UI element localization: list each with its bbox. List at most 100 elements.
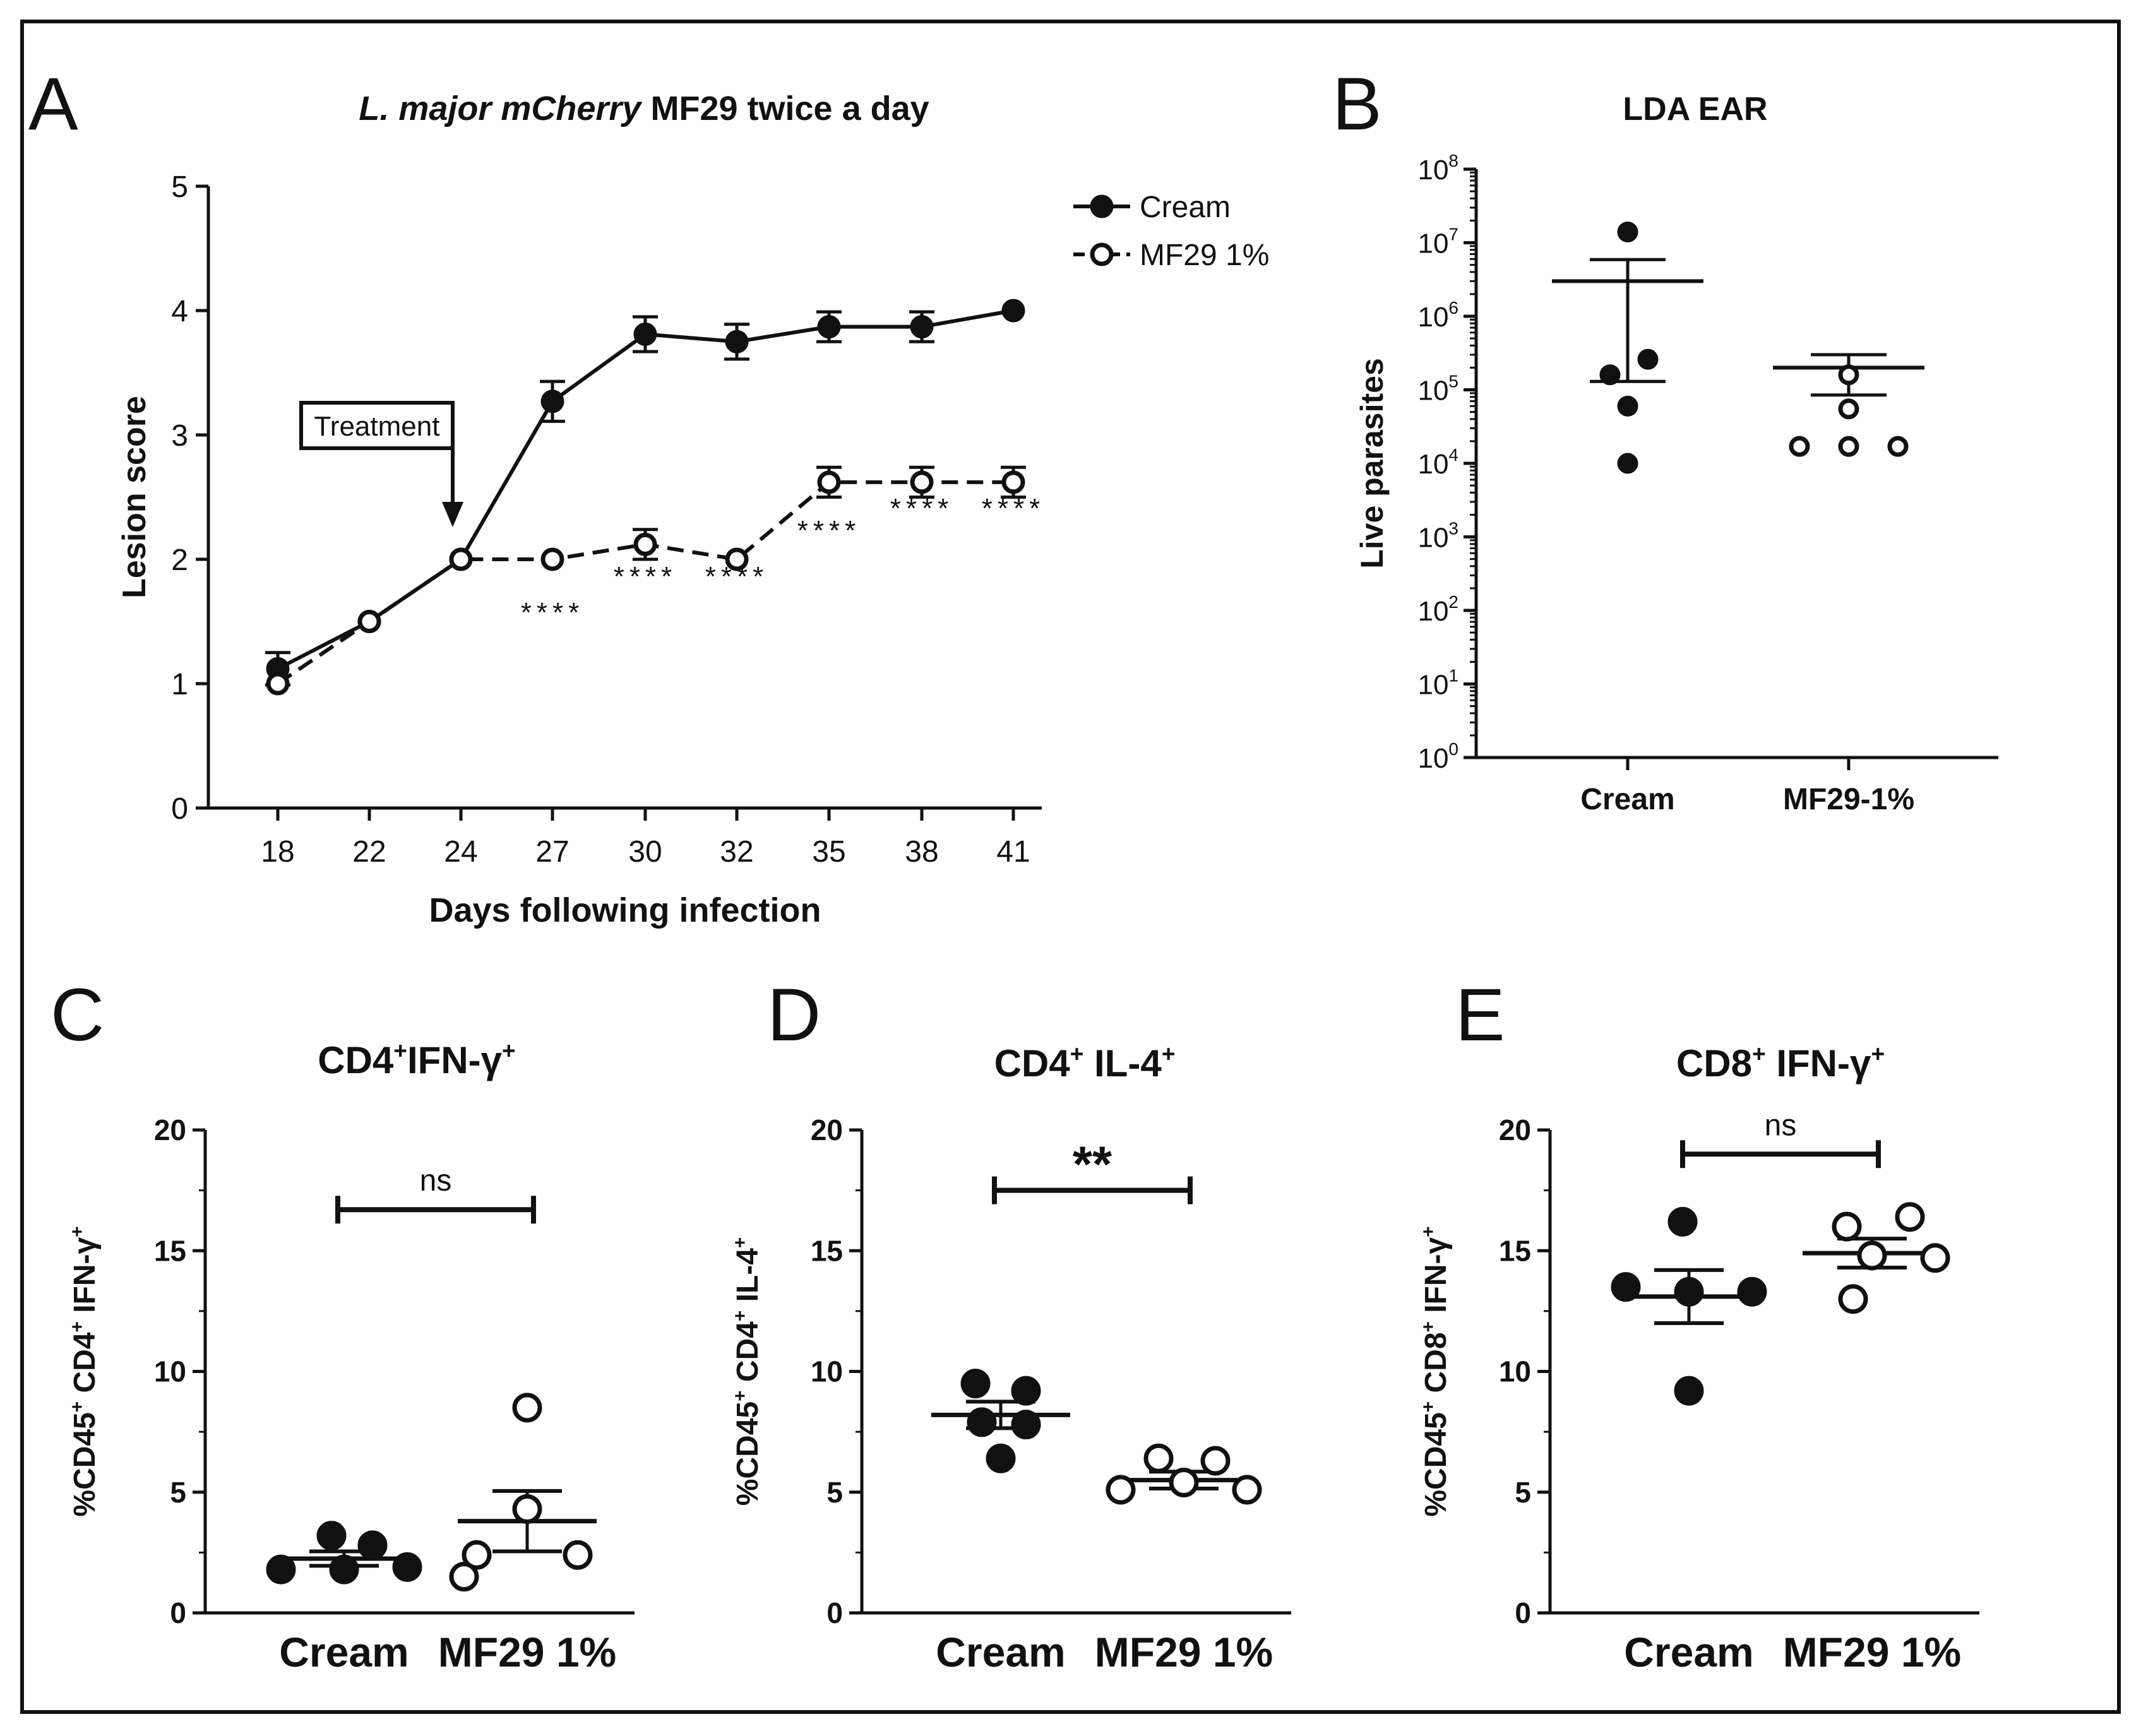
panel-e-x-tick-label: Cream: [1624, 1629, 1753, 1675]
panel-d-point-1: [1011, 1410, 1041, 1440]
panel-b-y-tick-label: 108: [1417, 151, 1458, 186]
panel-a-significance-stars: ****: [614, 561, 677, 592]
panel-a-point-1: [540, 389, 564, 413]
panel-a-y-tick-label: 3: [171, 419, 188, 453]
panel-b-point-1: [1599, 364, 1621, 386]
panel-a-point-1: [725, 330, 749, 354]
panel-e-point-2: [1838, 1284, 1868, 1314]
panel-b-y-tick-label: 104: [1417, 445, 1458, 480]
panel-e-point-1: [1737, 1276, 1767, 1307]
panel-e-point-2: [1857, 1240, 1887, 1271]
panel-b-y-tick-label: 102: [1417, 592, 1458, 627]
panel-a-point-2: [817, 470, 841, 494]
panel-a-title-rest: MF29 twice a day: [641, 90, 929, 128]
panel-a-point-2: [266, 672, 290, 696]
panel-d-x-tick-label: MF29 1%: [1095, 1629, 1273, 1675]
panel-d-point-2: [1106, 1475, 1136, 1505]
panel-e-scatter-chart: CD8+ IFN-γ+ 0 5 10 15 20 Cream MF29 1% %CD45+ CD…: [1418, 1040, 1979, 1675]
panel-d-point-2: [1232, 1475, 1262, 1505]
panel-d-title: CD4+ IL-4+: [994, 1040, 1176, 1085]
panel-a-x-tick-label: 18: [261, 835, 294, 869]
panel-c-y-tick-label: 15: [154, 1234, 186, 1267]
panel-e-point-1: [1674, 1376, 1704, 1406]
panel-b-title: LDA EAR: [1623, 91, 1767, 128]
panel-a-legend-marker-1: [1090, 194, 1114, 218]
panel-a-point-1: [1001, 299, 1025, 323]
panel-e-y-axis-label: %CD45+ CD8+ IFN-γ+: [1418, 1226, 1453, 1516]
panel-a-point-2: [633, 532, 657, 556]
panel-c-x-tick-label: Cream: [279, 1629, 409, 1675]
panel-d-x-tick-label: Cream: [936, 1629, 1065, 1675]
panel-d-point-1: [967, 1407, 997, 1437]
panel-letter-a: A: [28, 62, 78, 146]
panel-a-y-tick-label: 1: [171, 668, 188, 701]
panel-a-legend-label-1: Cream: [1140, 191, 1231, 224]
panel-d-point-1: [1011, 1376, 1041, 1406]
panel-e-significance-label: ns: [1765, 1109, 1797, 1142]
panel-a-x-axis-label: Days following infection: [429, 891, 821, 929]
panel-c-y-tick-label: 20: [154, 1114, 186, 1146]
panel-e-y-tick-label: 10: [1499, 1355, 1531, 1388]
panel-a-significance-stars: ****: [982, 493, 1046, 524]
panel-d-point-2: [1169, 1467, 1199, 1497]
panel-b-x-tick-label: MF29-1%: [1783, 783, 1914, 816]
panel-a-point-1: [817, 315, 841, 339]
figure-border: [20, 20, 2121, 1714]
panel-e-y-tick-label: 5: [1515, 1476, 1531, 1509]
panel-a-point-2: [910, 470, 934, 494]
panel-c-point-2: [563, 1540, 593, 1570]
panel-a-y-tick-label: 4: [171, 295, 188, 328]
panel-e-point-2: [1920, 1243, 1950, 1273]
panel-a-significance-stars: ****: [890, 493, 954, 524]
panel-a-point-2: [449, 547, 473, 571]
panel-c-y-tick-label: 0: [170, 1596, 186, 1629]
panel-a-title: L. major mCherry MF29 twice a day: [359, 90, 929, 128]
panel-a-y-tick-label: 5: [171, 170, 188, 204]
panel-a-treatment-label: Treatment: [314, 411, 440, 442]
panel-a-point-1: [633, 322, 657, 346]
panel-e-point-1: [1667, 1206, 1698, 1237]
panel-d-point-1: [986, 1443, 1016, 1473]
panel-d-y-tick-label: 10: [811, 1355, 843, 1388]
panel-e-point-1: [1674, 1276, 1704, 1307]
panel-a-x-tick-label: 35: [812, 835, 845, 869]
panel-d-point-2: [1200, 1446, 1231, 1476]
panel-a-line-chart: 0 1 2 3 4 5 18 22 24 27 30 32 35 38 41 Days following i…: [116, 170, 1269, 929]
panel-e-x-tick-label: MF29 1%: [1783, 1629, 1961, 1675]
panel-a-y-tick-label: 2: [171, 544, 188, 577]
panel-a-x-tick-label: 38: [905, 835, 938, 869]
panel-a-legend-label-2: MF29 1%: [1140, 239, 1269, 272]
panel-b-y-tick-label: 100: [1417, 739, 1458, 774]
panel-c-y-tick-label: 5: [170, 1476, 186, 1509]
panel-b-point-2: [1838, 398, 1859, 420]
panel-b-point-2: [1838, 436, 1859, 457]
panel-c-scatter-chart: CD4+IFN-γ+ 0 5 10 15 20 Cream MF29 1% %CD45+ CD4…: [67, 1037, 635, 1675]
panel-d-point-1: [960, 1369, 991, 1399]
panel-b-point-1: [1617, 453, 1638, 474]
panel-b-y-tick-label: 101: [1417, 666, 1458, 701]
panel-c-x-tick-label: MF29 1%: [438, 1629, 616, 1675]
panel-a-point-2: [540, 547, 564, 571]
panel-e-point-2: [1832, 1211, 1862, 1242]
panel-b-point-2: [1838, 364, 1859, 386]
panel-b-y-tick-label: 107: [1417, 225, 1458, 259]
panel-b-y-tick-label: 103: [1417, 519, 1458, 554]
panel-b-point-1: [1617, 221, 1638, 242]
panel-a-point-1: [910, 315, 934, 339]
panel-letter-d: D: [767, 973, 821, 1057]
panel-d-scatter-chart: CD4+ IL-4+ 0 5 10 15 20 Cream MF29 1% %CD45+ CD4…: [730, 1040, 1291, 1675]
panel-a-series-line-1: [277, 309, 1014, 671]
panel-a-y-axis-label: Lesion score: [116, 396, 153, 598]
panel-letter-b: B: [1332, 62, 1382, 146]
panel-a-treatment-arrow-head: [442, 502, 463, 527]
panel-b-y-tick-label: 106: [1417, 298, 1458, 333]
panel-c-significance-label: ns: [420, 1164, 452, 1198]
panel-d-y-tick-label: 20: [811, 1114, 843, 1146]
panel-e-y-tick-label: 0: [1515, 1596, 1531, 1629]
panel-a-x-tick-label: 24: [444, 835, 477, 869]
panel-c-y-tick-label: 10: [154, 1355, 186, 1388]
panel-c-point-1: [316, 1521, 347, 1551]
panel-a-x-tick-label: 30: [628, 835, 662, 869]
panel-letter-c: C: [51, 973, 104, 1057]
panel-d-point-2: [1143, 1443, 1174, 1473]
